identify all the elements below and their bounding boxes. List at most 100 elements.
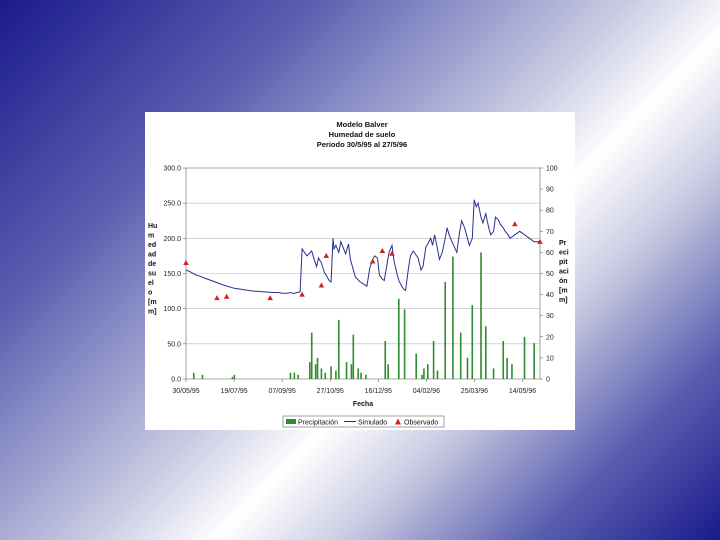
y-left-tick-label: 100.0	[163, 306, 181, 313]
observado-marker	[214, 295, 220, 301]
y-right-label-line: eci	[559, 250, 569, 257]
y-right-tick-label: 0	[546, 377, 550, 384]
chart-title-line-2: Humedad de suelo	[329, 130, 396, 139]
observado-markers	[183, 221, 543, 301]
precip-bar	[466, 357, 469, 379]
precip-bar	[485, 326, 487, 379]
x-tick-label: 30/05/95	[172, 388, 199, 395]
x-tick-label: 27/10/95	[317, 388, 344, 395]
precip-bar	[523, 336, 526, 379]
precip-bar	[345, 362, 348, 379]
precip-bar	[397, 298, 400, 379]
x-axis-label: Fecha	[353, 401, 373, 408]
y-right-tick-label: 100	[546, 166, 558, 173]
precipitation-bars	[192, 252, 535, 379]
y-right-tick-label: 10	[546, 355, 554, 362]
y-left-tick-label: 50.0	[167, 341, 181, 348]
y-left-label-line: m]	[148, 309, 157, 316]
observado-marker	[299, 291, 305, 297]
y-left-label-line: ad	[148, 252, 156, 259]
precip-bar	[511, 364, 513, 379]
legend-observado-swatch	[395, 418, 401, 425]
chart-title-line-1: Modelo Balver	[336, 120, 387, 129]
legend-precip-swatch	[286, 419, 296, 424]
y-right-label-line: m]	[559, 297, 568, 304]
y-axis-left-ticks: 0.0 50.0 100.0 150.0 200.0 250.0 300.0	[163, 166, 186, 384]
precip-bar	[480, 252, 482, 379]
legend-simulado-label: Simulado	[358, 420, 387, 427]
precip-bar	[506, 357, 508, 379]
legend: Precipitación Simulado Observado	[282, 415, 445, 428]
observado-marker	[369, 258, 376, 264]
legend-observado-label: Observado	[404, 420, 438, 427]
y-left-label-line: Hu	[148, 223, 157, 230]
observado-marker	[323, 252, 330, 258]
precip-bar	[324, 372, 327, 379]
precip-bar	[360, 372, 362, 379]
x-tick-label: 25/03/96	[461, 388, 488, 395]
precip-bar	[335, 370, 337, 379]
y-right-tick-label: 70	[546, 229, 554, 236]
precip-bar	[384, 341, 387, 379]
legend-precip-label: Precipitación	[298, 420, 338, 427]
observado-marker	[389, 250, 395, 256]
precip-bar	[289, 372, 292, 379]
legend-box	[282, 415, 445, 428]
observado-marker	[537, 238, 543, 244]
simulado-polyline	[185, 199, 540, 294]
y-right-label-line: ón	[559, 278, 568, 285]
y-right-tick-label: 30	[546, 313, 554, 320]
y-right-tick-label: 90	[546, 187, 554, 194]
y-left-label-line: el	[148, 280, 154, 287]
y-left-label-line: m	[148, 233, 154, 240]
observado-marker	[183, 259, 189, 265]
precip-bar	[201, 374, 204, 379]
y-left-tick-label: 0.0	[171, 377, 181, 384]
y-right-label-line: aci	[559, 269, 569, 276]
precip-bar	[357, 368, 359, 379]
y-right-label-line: Pr	[559, 240, 567, 247]
y-left-tick-label: 250.0	[163, 201, 181, 208]
precip-bar	[444, 281, 447, 379]
y-left-tick-label: 200.0	[163, 236, 181, 243]
x-tick-label: 07/09/95	[269, 388, 296, 395]
observado-marker	[512, 221, 518, 227]
y-axis-right-label: Pr eci pit aci ón [m m]	[559, 240, 569, 304]
y-left-label-line: de	[148, 261, 156, 268]
precip-bar	[452, 256, 454, 379]
y-right-label-line: [m	[559, 288, 568, 295]
observado-marker	[267, 295, 273, 301]
precip-bar	[432, 341, 435, 379]
precip-bar	[316, 357, 319, 379]
precip-bar	[427, 364, 429, 379]
x-tick-label: 14/05/96	[509, 388, 536, 395]
y-left-label-line: o	[148, 290, 152, 297]
precip-bar	[330, 366, 332, 379]
precip-bar	[502, 341, 505, 379]
y-left-label-line: [m	[148, 299, 157, 306]
observado-marker	[379, 247, 386, 253]
precip-bar	[233, 374, 236, 379]
y-left-tick-label: 300.0	[163, 166, 181, 173]
observado-marker	[223, 293, 230, 299]
observado-marker	[318, 282, 325, 288]
precip-bar	[471, 305, 474, 379]
y-right-tick-label: 20	[546, 334, 554, 341]
precip-bar	[403, 309, 406, 379]
y-right-label-line: pit	[559, 259, 568, 266]
precip-bar	[387, 364, 389, 379]
precip-bar	[310, 332, 313, 379]
precip-bar	[320, 368, 323, 379]
precip-bar	[231, 376, 234, 379]
x-tick-label: 04/02/96	[413, 388, 440, 395]
y-left-label-line: ed	[148, 242, 156, 249]
precip-bar	[421, 374, 423, 379]
y-left-tick-label: 150.0	[163, 271, 181, 278]
precip-bar	[415, 353, 417, 379]
x-tick-label: 19/07/95	[220, 388, 247, 395]
precip-bar	[365, 374, 367, 379]
precip-bar	[423, 368, 425, 379]
precip-bar	[314, 364, 317, 379]
y-right-tick-label: 40	[546, 292, 554, 299]
